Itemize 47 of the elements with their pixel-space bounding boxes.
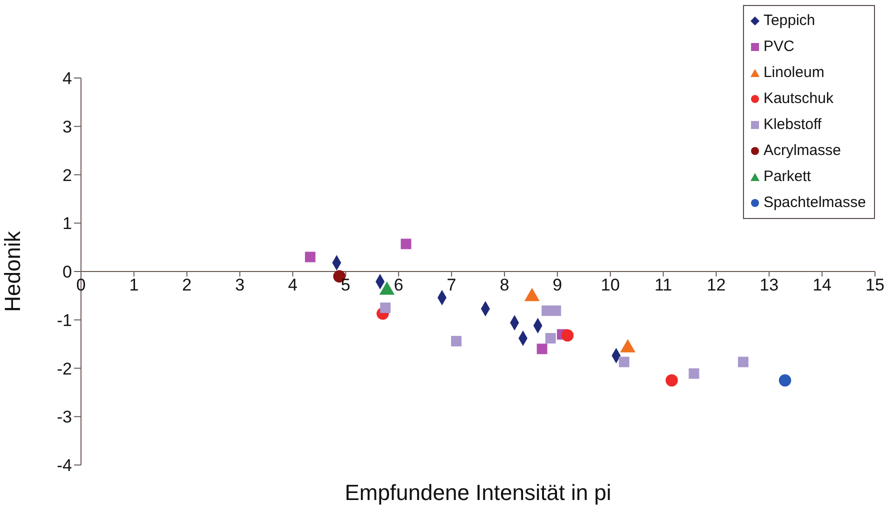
point <box>561 329 574 342</box>
y-tick-label: -2 <box>56 359 72 378</box>
point <box>451 336 462 346</box>
point <box>400 238 412 250</box>
point <box>304 252 316 262</box>
point <box>536 344 548 354</box>
legend-label: Teppich <box>763 11 816 31</box>
point <box>688 368 700 379</box>
x-tick-label: 10 <box>600 276 620 295</box>
point <box>380 302 391 314</box>
legend-label: Linoleum <box>763 63 824 83</box>
point <box>666 374 678 386</box>
x-tick-label: 11 <box>654 276 672 295</box>
x-tick-label: 8 <box>500 276 510 295</box>
point <box>778 374 792 386</box>
x-tick-label: 4 <box>288 276 298 295</box>
x-tick-label: 13 <box>760 276 779 295</box>
x-tick-label: 2 <box>182 276 192 295</box>
legend-label: Acrylmasse <box>763 141 841 161</box>
legend-label: Parkett <box>763 167 811 187</box>
legend-label: PVC <box>763 37 794 57</box>
x-tick-label: 3 <box>235 276 245 295</box>
x-tick-label: 7 <box>446 276 456 295</box>
y-tick-label: 4 <box>62 69 72 88</box>
y-tick-label: 3 <box>62 117 72 136</box>
point <box>550 305 562 316</box>
point <box>738 356 748 368</box>
x-tick-label: 5 <box>340 276 350 295</box>
x-tick-label: 15 <box>866 276 884 295</box>
x-tick-label: 6 <box>394 276 404 295</box>
legend-label: Spachtelmasse <box>763 193 866 213</box>
y-tick-label: -3 <box>56 408 72 427</box>
y-tick-label: 2 <box>62 166 72 185</box>
x-tick-label: 9 <box>552 276 562 295</box>
y-tick-label: -4 <box>56 456 72 476</box>
y-tick-label: 0 <box>62 262 72 282</box>
x-tick-label: 14 <box>812 276 832 295</box>
y-tick-label: -1 <box>56 310 72 330</box>
x-tick-label: 12 <box>706 276 726 295</box>
point <box>618 356 630 368</box>
x-axis-title: Empfundene Intensität in pi <box>344 480 612 506</box>
x-tick-label: 1 <box>129 276 139 295</box>
y-tick-label: 1 <box>62 214 72 234</box>
y-axis-title: Hedonik <box>0 230 25 312</box>
point <box>545 333 556 344</box>
legend-label: Klebstoff <box>763 115 822 135</box>
legend-label: Kautschuk <box>763 89 834 109</box>
